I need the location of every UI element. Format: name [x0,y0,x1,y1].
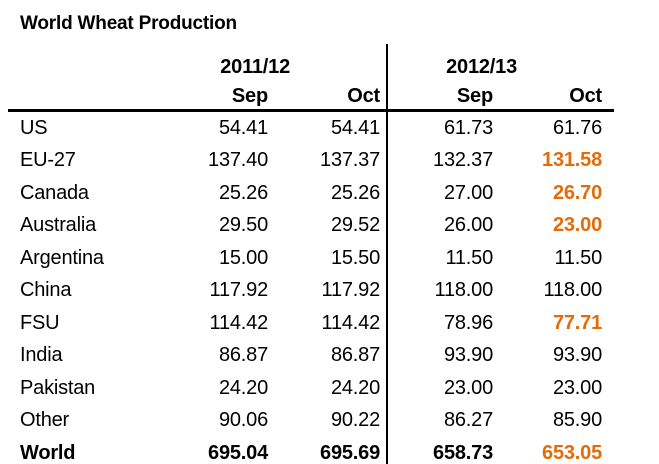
col-header-oct-2011: Oct [270,82,388,112]
value-cell: 25.26 [218,181,268,204]
table-row-other: Other 90.06 90.22 86.27 85.90 [8,404,614,437]
spacer-cell [8,82,156,112]
table-row-fsu: FSU 114.42 114.42 78.96 77.71 [8,307,614,340]
value-cell: 11.50 [554,246,603,269]
value-cell: 26.00 [386,209,500,242]
value-cell: 118.00 [543,279,603,302]
row-label: Other [20,409,70,432]
page-title: World Wheat Production [20,13,237,34]
value-cell: 54.41 [218,116,268,139]
row-label: China [20,279,72,302]
value-cell: 90.06 [218,409,268,432]
value-cell-highlighted: 653.05 [542,441,603,464]
value-cell: 137.40 [208,149,268,172]
group-header-2011-12: 2011/12 [220,56,291,78]
table-row-australia: Australia 29.50 29.52 26.00 23.00 [8,209,614,242]
value-cell: 114.42 [321,311,381,334]
value-cell: 61.73 [386,110,500,145]
value-cell: 15.00 [218,246,268,269]
table-row-us: US 54.41 54.41 61.73 61.76 [8,110,614,145]
column-header-row: Sep Oct Sep Oct [8,82,615,112]
value-cell: 25.26 [330,181,381,204]
value-cell: 15.50 [330,246,381,269]
value-cell: 695.69 [320,441,381,464]
value-cell: 117.92 [321,279,381,302]
value-cell: 61.76 [552,116,603,139]
value-cell-highlighted: 131.58 [542,149,603,172]
value-cell-highlighted: 23.00 [552,214,603,237]
value-cell: 695.04 [208,441,268,464]
spacer-cell [8,44,156,82]
row-label: India [20,344,63,367]
table-row-eu27: EU-27 137.40 137.37 132.37 131.58 [8,144,614,177]
value-cell: 117.92 [209,279,269,302]
value-cell: 137.37 [320,149,381,172]
value-cell-highlighted: 26.70 [552,181,603,204]
row-label: Canada [20,181,89,204]
value-cell: 24.20 [330,376,381,399]
row-label: World [20,441,76,464]
value-cell: 86.87 [218,344,268,367]
value-cell: 54.41 [330,116,381,139]
value-cell: 78.96 [386,307,500,340]
value-cell: 23.00 [386,372,500,405]
value-cell: 93.90 [386,339,500,372]
value-cell: 24.20 [218,376,268,399]
value-cell: 29.52 [330,214,381,237]
table-row-world-total: World 695.04 695.69 658.73 653.05 [8,437,614,464]
row-label: FSU [20,311,60,334]
value-cell: 90.22 [330,409,381,432]
value-cell: 132.37 [386,144,500,177]
value-cell-highlighted: 77.71 [552,311,603,334]
value-cell: 23.00 [552,376,603,399]
value-cell: 27.00 [386,177,500,210]
row-label: US [20,116,48,139]
col-header-oct-2012: Oct [499,82,615,112]
value-cell: 93.90 [552,344,603,367]
row-label: Pakistan [20,376,96,399]
row-label: EU-27 [20,149,76,172]
value-cell: 85.90 [552,409,603,432]
table-row-pakistan: Pakistan 24.20 24.20 23.00 23.00 [8,372,614,405]
value-cell: 86.87 [330,344,381,367]
production-table: 2011/12 2012/13 Sep Oct Sep Oct US 54.41… [8,44,615,464]
value-cell: 114.42 [209,311,269,334]
col-header-sep-2012: Sep [386,82,500,112]
value-cell: 29.50 [218,214,268,237]
value-cell: 118.00 [386,274,500,307]
table-row-canada: Canada 25.26 25.26 27.00 26.70 [8,177,614,210]
table-row-china: China 117.92 117.92 118.00 118.00 [8,274,614,307]
table-row-argentina: Argentina 15.00 15.50 11.50 11.50 [8,242,614,275]
group-header-2012-13: 2012/13 [386,44,615,82]
value-cell: 86.27 [386,404,500,437]
value-cell: 11.50 [386,242,500,275]
row-label: Australia [20,214,97,237]
group-header-row: 2011/12 2012/13 [8,44,615,82]
table-row-india: India 86.87 86.87 93.90 93.90 [8,339,614,372]
col-header-sep-2011: Sep [156,82,270,112]
row-label: Argentina [20,246,104,269]
value-cell: 658.73 [386,437,500,464]
